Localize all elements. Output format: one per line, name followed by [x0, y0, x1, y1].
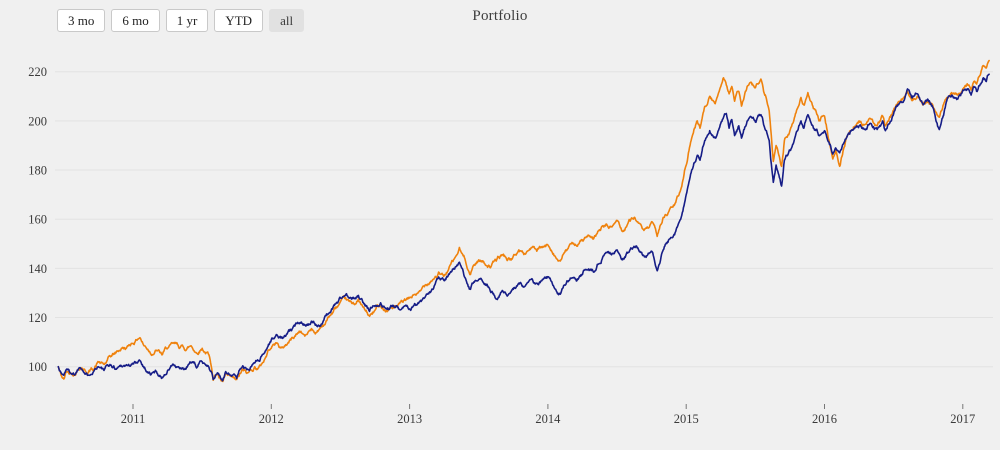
range-button-1yr[interactable]: 1 yr	[165, 9, 209, 32]
range-button-6mo[interactable]: 6 mo	[111, 9, 160, 32]
x-tick-label: 2015	[674, 412, 699, 426]
y-tick-label: 160	[28, 213, 47, 227]
gridlines	[55, 71, 993, 368]
y-tick-label: 200	[28, 114, 47, 128]
y-tick-label: 140	[28, 262, 47, 276]
x-tick-label: 2016	[812, 412, 837, 426]
range-toolbar: 3 mo 6 mo 1 yr YTD all	[57, 9, 305, 32]
range-button-all[interactable]: all	[269, 9, 305, 32]
y-axis: 100 120 140 160 180 200 220	[28, 65, 47, 374]
x-axis: 2011 2012 2013 2014 2015 2016 2017	[121, 404, 975, 426]
series-lines	[57, 59, 990, 383]
x-tick-label: 2017	[950, 412, 975, 426]
y-tick-label: 180	[28, 164, 47, 178]
x-tick-label: 2012	[259, 412, 284, 426]
page-title: Portfolio	[472, 8, 528, 24]
x-tick-label: 2014	[535, 412, 561, 426]
y-tick-label: 100	[28, 360, 47, 374]
x-tick-label: 2013	[397, 412, 422, 426]
y-tick-label: 220	[28, 65, 47, 79]
x-tick-label: 2011	[121, 412, 146, 426]
series-line-orange	[57, 59, 990, 383]
range-button-ytd[interactable]: YTD	[214, 9, 264, 32]
series-line-navy	[57, 73, 990, 382]
y-tick-label: 120	[28, 311, 47, 325]
range-button-3mo[interactable]: 3 mo	[57, 9, 106, 32]
